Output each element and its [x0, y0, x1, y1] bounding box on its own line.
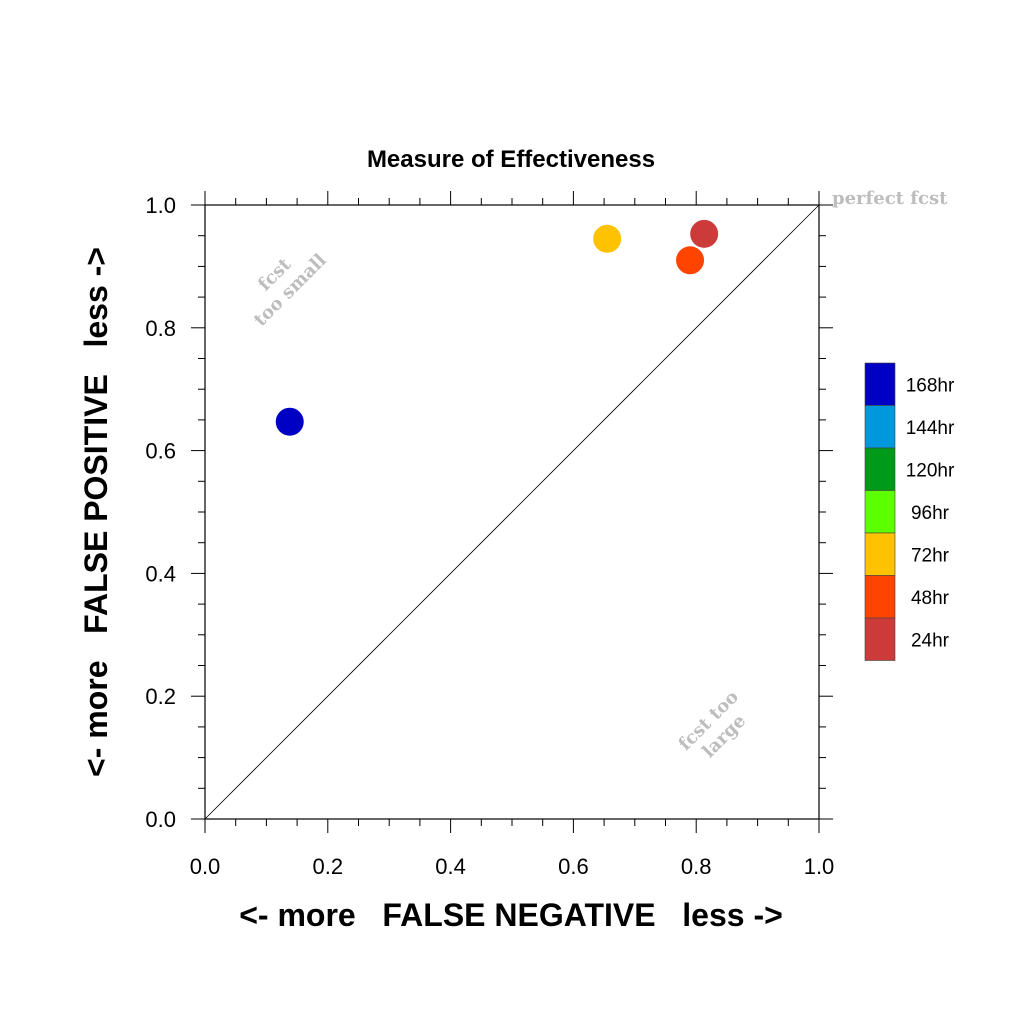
y-tick-label: 0.8 — [145, 316, 176, 341]
legend-label-72hr: 72hr — [911, 545, 950, 566]
x-tick-labels: 0.0 0.2 0.4 0.6 0.8 1.0 — [190, 854, 835, 879]
axis-ticks — [191, 191, 833, 833]
legend: 168hr 144hr 120hr 96hr 72hr 48hr 24hr — [864, 362, 955, 661]
y-axis-label: <- more FALSE POSITIVE less -> — [78, 247, 114, 777]
legend-label-168hr: 168hr — [906, 375, 955, 396]
legend-swatch-120hr — [864, 447, 896, 491]
legend-swatch-48hr — [864, 575, 896, 619]
y-tick-labels: 0.0 0.2 0.4 0.6 0.8 1.0 — [145, 193, 176, 832]
y-tick-label: 1.0 — [145, 193, 176, 218]
y-tick-label: 0.4 — [145, 561, 176, 586]
legend-swatch-72hr — [864, 532, 896, 576]
x-tick-label: 0.4 — [435, 854, 466, 879]
diagonal-line — [204, 204, 820, 820]
x-tick-label: 0.6 — [558, 854, 589, 879]
too-small-note: fcst too small — [250, 250, 331, 331]
too-large-note: fcst too large — [675, 687, 751, 763]
legend-swatch-96hr — [864, 490, 896, 534]
legend-label-96hr: 96hr — [911, 503, 950, 524]
y-tick-label: 0.0 — [145, 807, 176, 832]
x-tick-label: 0.0 — [190, 854, 221, 879]
y-tick-label: 0.2 — [145, 684, 176, 709]
x-tick-label: 0.2 — [313, 854, 344, 879]
data-point-168hr — [275, 407, 304, 436]
data-points — [275, 219, 719, 436]
y-tick-label: 0.6 — [145, 439, 176, 464]
legend-swatch-144hr — [864, 405, 896, 449]
perfect-forecast-note: perfect fcst — [832, 188, 948, 209]
x-tick-label: 0.8 — [681, 854, 712, 879]
legend-label-48hr: 48hr — [911, 588, 950, 609]
chart-title: Measure of Effectiveness — [367, 146, 655, 173]
x-axis-label: <- more FALSE NEGATIVE less -> — [239, 897, 783, 933]
legend-swatch-24hr — [864, 617, 896, 661]
legend-label-144hr: 144hr — [906, 418, 955, 439]
legend-label-120hr: 120hr — [906, 460, 955, 481]
x-tick-label: 1.0 — [804, 854, 835, 879]
too-small-line-2: too small — [250, 250, 331, 331]
legend-swatch-168hr — [864, 362, 896, 406]
data-point-48hr — [676, 246, 705, 275]
legend-label-24hr: 24hr — [911, 630, 950, 651]
data-point-24hr — [690, 219, 719, 248]
data-point-72hr — [593, 224, 622, 253]
